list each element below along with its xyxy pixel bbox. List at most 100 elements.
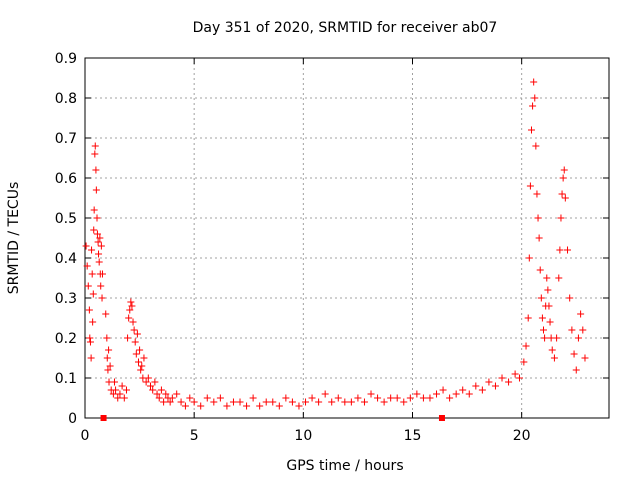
data-point xyxy=(168,394,176,402)
data-point xyxy=(555,274,563,282)
data-point xyxy=(433,390,441,398)
data-point xyxy=(452,390,460,398)
data-point xyxy=(262,398,270,406)
data-point xyxy=(530,78,538,86)
data-point xyxy=(89,290,97,298)
data-point xyxy=(505,378,513,386)
data-point xyxy=(136,346,144,354)
data-point xyxy=(84,282,92,290)
data-point xyxy=(103,354,111,362)
data-point xyxy=(104,366,112,374)
data-point xyxy=(531,94,539,102)
x-tick-label: 10 xyxy=(294,428,312,444)
data-point xyxy=(127,298,135,306)
data-point xyxy=(574,334,582,342)
data-point xyxy=(536,266,544,274)
data-point xyxy=(561,194,569,202)
data-point xyxy=(548,346,556,354)
data-point xyxy=(522,342,530,350)
data-point xyxy=(190,398,198,406)
data-point xyxy=(511,370,519,378)
data-point xyxy=(556,246,564,254)
y-tick-label: 0 xyxy=(68,411,77,427)
data-point xyxy=(256,402,264,410)
y-tick-label: 0.7 xyxy=(55,131,77,147)
data-point xyxy=(95,250,103,258)
data-point xyxy=(374,394,382,402)
data-point xyxy=(128,302,136,310)
data-point xyxy=(275,402,283,410)
data-point xyxy=(406,394,414,402)
data-point xyxy=(446,394,454,402)
data-point xyxy=(581,354,589,362)
data-point xyxy=(86,334,94,342)
data-point xyxy=(413,390,421,398)
y-axis-label: SRMTID / TECUs xyxy=(6,182,22,295)
data-point xyxy=(525,254,533,262)
data-point xyxy=(553,334,561,342)
data-point xyxy=(96,234,104,242)
data-point xyxy=(400,398,408,406)
data-point xyxy=(269,398,277,406)
grid xyxy=(85,58,609,418)
data-point xyxy=(472,382,480,390)
data-point xyxy=(282,394,290,402)
data-point xyxy=(546,318,554,326)
data-point xyxy=(122,386,130,394)
data-point xyxy=(90,206,98,214)
data-point xyxy=(131,338,139,346)
data-point xyxy=(82,242,90,250)
y-tick-label: 0.4 xyxy=(55,251,77,267)
data-point xyxy=(485,378,493,386)
y-tick-label: 0.2 xyxy=(55,331,77,347)
data-point xyxy=(236,398,244,406)
data-point xyxy=(142,378,150,386)
data-point xyxy=(459,386,467,394)
data-point xyxy=(103,334,111,342)
data-point xyxy=(126,306,134,314)
data-point xyxy=(367,390,375,398)
data-point xyxy=(419,394,427,402)
data-point xyxy=(520,358,528,366)
data-point xyxy=(94,238,102,246)
data-point-square xyxy=(438,415,445,421)
data-point xyxy=(216,394,224,402)
data-point xyxy=(334,394,342,402)
data-point xyxy=(566,294,574,302)
data-point xyxy=(120,394,128,402)
data-point xyxy=(112,386,120,394)
data-point xyxy=(558,190,566,198)
data-point xyxy=(157,386,165,394)
data-point xyxy=(91,142,99,150)
data-point xyxy=(91,150,99,158)
data-point xyxy=(465,390,473,398)
data-point xyxy=(155,394,163,402)
data-point xyxy=(295,402,303,410)
data-point xyxy=(515,374,523,382)
data-point xyxy=(315,398,323,406)
data-point xyxy=(160,398,168,406)
x-axis-label: GPS time / hours xyxy=(286,458,403,474)
data-point xyxy=(144,374,152,382)
data-point xyxy=(93,230,101,238)
data-point xyxy=(133,330,141,338)
data-point xyxy=(88,246,96,254)
data-point xyxy=(288,398,296,406)
data-point xyxy=(92,186,100,194)
data-point xyxy=(130,326,138,334)
data-point xyxy=(387,394,395,402)
data-point xyxy=(526,182,534,190)
data-point xyxy=(393,394,401,402)
data-point xyxy=(541,334,549,342)
x-tick-label: 5 xyxy=(190,428,199,444)
data-point xyxy=(106,362,114,370)
data-point xyxy=(92,166,100,174)
data-point xyxy=(577,310,585,318)
data-point xyxy=(534,214,542,222)
data-point xyxy=(533,190,541,198)
axis-ticks: 0 0.1 0.2 0.3 0.4 0.5 0.6 0.7 0.8 0.9 0 5 10 15 20 xyxy=(55,51,609,444)
data-point xyxy=(439,386,447,394)
data-point xyxy=(97,242,105,250)
data-point xyxy=(86,338,94,346)
